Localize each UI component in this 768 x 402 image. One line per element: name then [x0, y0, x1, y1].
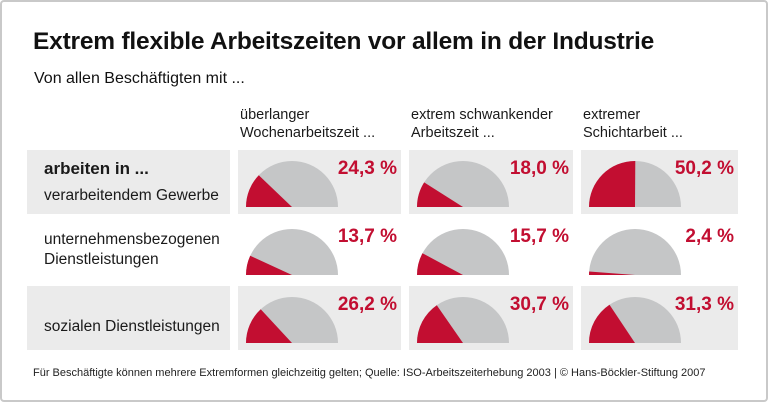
- chart-title: Extrem flexible Arbeitszeiten vor allem …: [33, 28, 655, 55]
- row-label-line: sozialen Dienstleistungen: [44, 318, 220, 335]
- semicircle-gauge: [417, 161, 509, 207]
- column-header-line: extremer: [583, 107, 641, 123]
- value-label: 30,7 %: [509, 294, 569, 315]
- row-label-line: verarbeitendem Gewerbe: [44, 186, 219, 204]
- semicircle-gauge: [246, 229, 338, 275]
- column-header-schichtarbeit: extremer Schichtarbeit ...: [581, 102, 738, 146]
- semicircle-gauge: [417, 297, 509, 343]
- gauge-cell: 24,3 %: [238, 150, 401, 214]
- column-header-line: Schichtarbeit ...: [583, 125, 683, 141]
- value-label: 15,7 %: [509, 226, 569, 247]
- gauge-cell: 2,4 %: [581, 218, 738, 282]
- column-header-line: Arbeitszeit ...: [411, 125, 495, 141]
- column-header-line: Wochenarbeitszeit ...: [240, 125, 376, 141]
- source-note: Für Beschäftigte können mehrere Extremfo…: [33, 367, 706, 379]
- column-header-line: überlanger: [240, 107, 310, 123]
- row-label-line: arbeiten in ...: [44, 158, 149, 178]
- row-label-line: Dienstleistungen: [44, 251, 159, 268]
- semicircle-gauge: [417, 229, 509, 275]
- gauge-cell: 18,0 %: [409, 150, 573, 214]
- chart-grid: überlanger Wochenarbeitszeit ... extrem …: [27, 102, 738, 350]
- row-label-verarbeitendes-gewerbe: arbeiten in ... verarbeitendem Gewerbe: [27, 150, 230, 214]
- column-header-wochenarbeitszeit: überlanger Wochenarbeitszeit ...: [238, 102, 401, 146]
- row-label-line: unternehmensbezogenen: [44, 231, 220, 248]
- grid-corner-spacer: [27, 102, 230, 146]
- value-label: 26,2 %: [337, 294, 397, 315]
- semicircle-gauge: [246, 161, 338, 207]
- gauge-cell: 31,3 %: [581, 286, 738, 350]
- value-label: 13,7 %: [337, 226, 397, 247]
- semicircle-gauge: [589, 229, 681, 275]
- gauge-cell: 30,7 %: [409, 286, 573, 350]
- value-label: 2,4 %: [685, 226, 734, 247]
- value-label: 18,0 %: [509, 158, 569, 179]
- value-label: 50,2 %: [674, 158, 734, 179]
- value-label: 24,3 %: [337, 158, 397, 179]
- column-header-line: extrem schwankender: [411, 107, 553, 123]
- semicircle-gauge: [589, 297, 681, 343]
- column-header-schwankende-arbeitszeit: extrem schwankender Arbeitszeit ...: [409, 102, 573, 146]
- gauge-cell: 26,2 %: [238, 286, 401, 350]
- row-label-unternehmensbezogene-dienstleistungen: unternehmensbezogenen Dienstleistungen: [27, 218, 230, 282]
- gauge-cell: 15,7 %: [409, 218, 573, 282]
- semicircle-gauge: [589, 161, 681, 207]
- row-label-soziale-dienstleistungen: sozialen Dienstleistungen: [27, 286, 230, 350]
- gauge-cell: 50,2 %: [581, 150, 738, 214]
- value-label: 31,3 %: [674, 294, 734, 315]
- semicircle-gauge: [246, 297, 338, 343]
- gauge-cell: 13,7 %: [238, 218, 401, 282]
- chart-subtitle: Von allen Beschäftigten mit ...: [34, 70, 245, 87]
